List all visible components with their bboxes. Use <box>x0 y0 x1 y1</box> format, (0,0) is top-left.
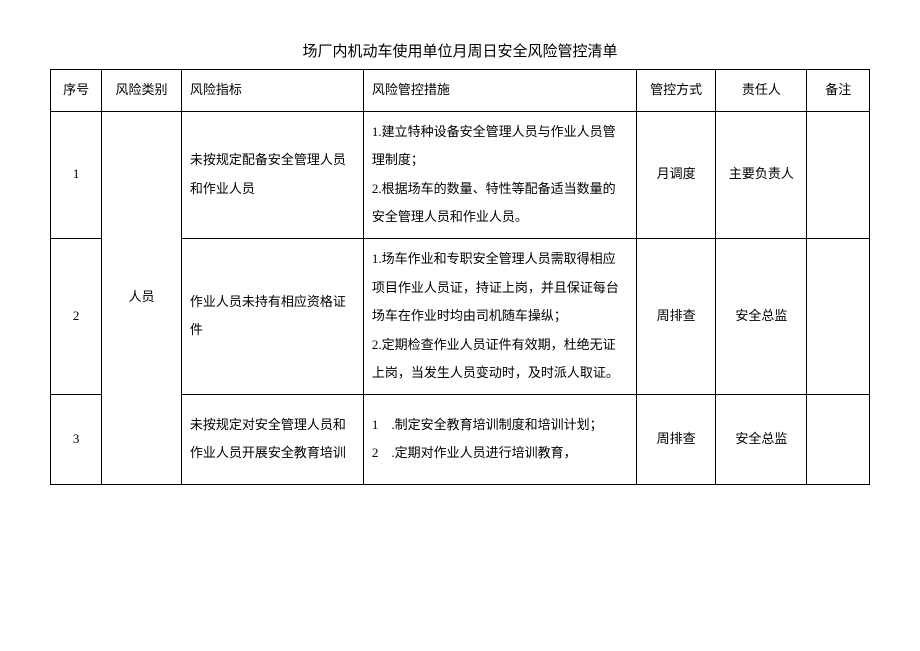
header-control: 管控方式 <box>636 70 716 112</box>
cell-no: 1 <box>51 111 102 238</box>
cell-measure: 1.建立特种设备安全管理人员与作业人员管理制度；2.根据场车的数量、特性等配备适… <box>363 111 636 238</box>
cell-measure: 1 .制定安全教育培训制度和培训计划；2 .定期对作业人员进行培训教育， <box>363 394 636 484</box>
cell-note <box>807 111 870 238</box>
cell-responsible: 安全总监 <box>716 238 807 394</box>
cell-measure: 1.场车作业和专职安全管理人员需取得相应项目作业人员证，持证上岗，并且保证每台场… <box>363 238 636 394</box>
cell-responsible: 安全总监 <box>716 394 807 484</box>
header-note: 备注 <box>807 70 870 112</box>
table-row: 1 人员 未按规定配备安全管理人员和作业人员 1.建立特种设备安全管理人员与作业… <box>51 111 870 238</box>
risk-table: 序号 风险类别 风险指标 风险管控措施 管控方式 责任人 备注 1 人员 未按规… <box>50 69 870 485</box>
cell-category-merged: 人员 <box>102 111 182 484</box>
header-category: 风险类别 <box>102 70 182 112</box>
header-indicator: 风险指标 <box>181 70 363 112</box>
cell-no: 2 <box>51 238 102 394</box>
header-row: 序号 风险类别 风险指标 风险管控措施 管控方式 责任人 备注 <box>51 70 870 112</box>
cell-indicator: 未按规定配备安全管理人员和作业人员 <box>181 111 363 238</box>
cell-control: 月调度 <box>636 111 716 238</box>
cell-control: 周排查 <box>636 238 716 394</box>
cell-responsible: 主要负责人 <box>716 111 807 238</box>
cell-note <box>807 238 870 394</box>
header-measure: 风险管控措施 <box>363 70 636 112</box>
cell-indicator: 作业人员未持有相应资格证件 <box>181 238 363 394</box>
cell-no: 3 <box>51 394 102 484</box>
header-no: 序号 <box>51 70 102 112</box>
cell-note <box>807 394 870 484</box>
doc-title: 场厂内机动车使用单位月周日安全风险管控清单 <box>50 40 870 61</box>
cell-control: 周排查 <box>636 394 716 484</box>
cell-indicator: 未按规定对安全管理人员和作业人员开展安全教育培训 <box>181 394 363 484</box>
header-responsible: 责任人 <box>716 70 807 112</box>
